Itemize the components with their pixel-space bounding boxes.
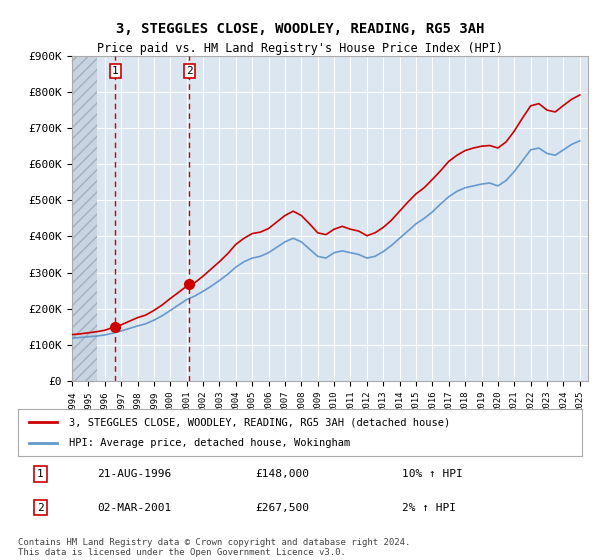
Text: 21-AUG-1996: 21-AUG-1996	[97, 469, 171, 479]
Text: 02-MAR-2001: 02-MAR-2001	[97, 502, 171, 512]
Text: 3, STEGGLES CLOSE, WOODLEY, READING, RG5 3AH: 3, STEGGLES CLOSE, WOODLEY, READING, RG5…	[116, 22, 484, 36]
Text: 2: 2	[37, 502, 44, 512]
Text: 1: 1	[112, 66, 119, 76]
Text: £267,500: £267,500	[255, 502, 309, 512]
Text: HPI: Average price, detached house, Wokingham: HPI: Average price, detached house, Woki…	[69, 438, 350, 448]
Bar	[72, 56, 97, 381]
Text: 3, STEGGLES CLOSE, WOODLEY, READING, RG5 3AH (detached house): 3, STEGGLES CLOSE, WOODLEY, READING, RG5…	[69, 417, 450, 427]
Text: 1: 1	[37, 469, 44, 479]
Text: 2% ↑ HPI: 2% ↑ HPI	[401, 502, 455, 512]
Text: 2: 2	[186, 66, 193, 76]
Text: £148,000: £148,000	[255, 469, 309, 479]
Text: Contains HM Land Registry data © Crown copyright and database right 2024.
This d: Contains HM Land Registry data © Crown c…	[18, 538, 410, 557]
Text: 10% ↑ HPI: 10% ↑ HPI	[401, 469, 462, 479]
Text: Price paid vs. HM Land Registry's House Price Index (HPI): Price paid vs. HM Land Registry's House …	[97, 42, 503, 55]
